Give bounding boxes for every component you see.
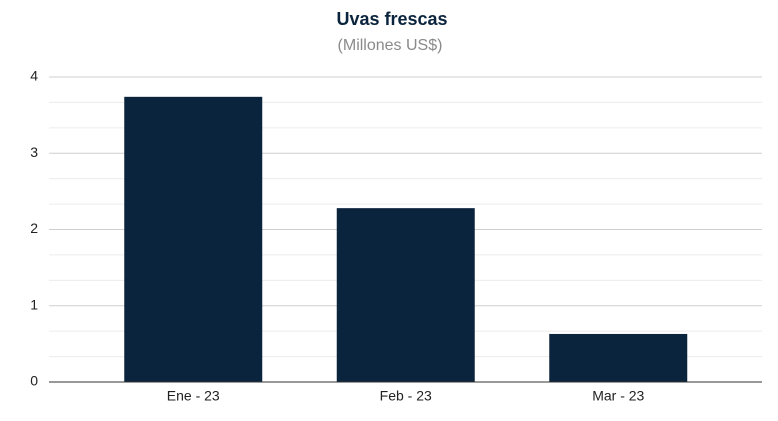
bar: [549, 333, 688, 382]
y-tick-label: 1: [30, 296, 38, 312]
y-tick-label: 3: [30, 144, 38, 160]
chart-title: Uvas frescas: [336, 9, 447, 29]
y-tick-label: 4: [30, 68, 38, 84]
bar: [124, 96, 263, 382]
chart-subtitle: (Millones US$): [338, 37, 443, 54]
x-tick-label: Ene - 23: [167, 388, 220, 404]
x-tick-label: Feb - 23: [380, 388, 432, 404]
y-tick-label: 0: [30, 373, 38, 389]
bar: [336, 208, 475, 382]
y-tick-label: 2: [30, 220, 38, 236]
x-tick-label: Mar - 23: [592, 388, 644, 404]
